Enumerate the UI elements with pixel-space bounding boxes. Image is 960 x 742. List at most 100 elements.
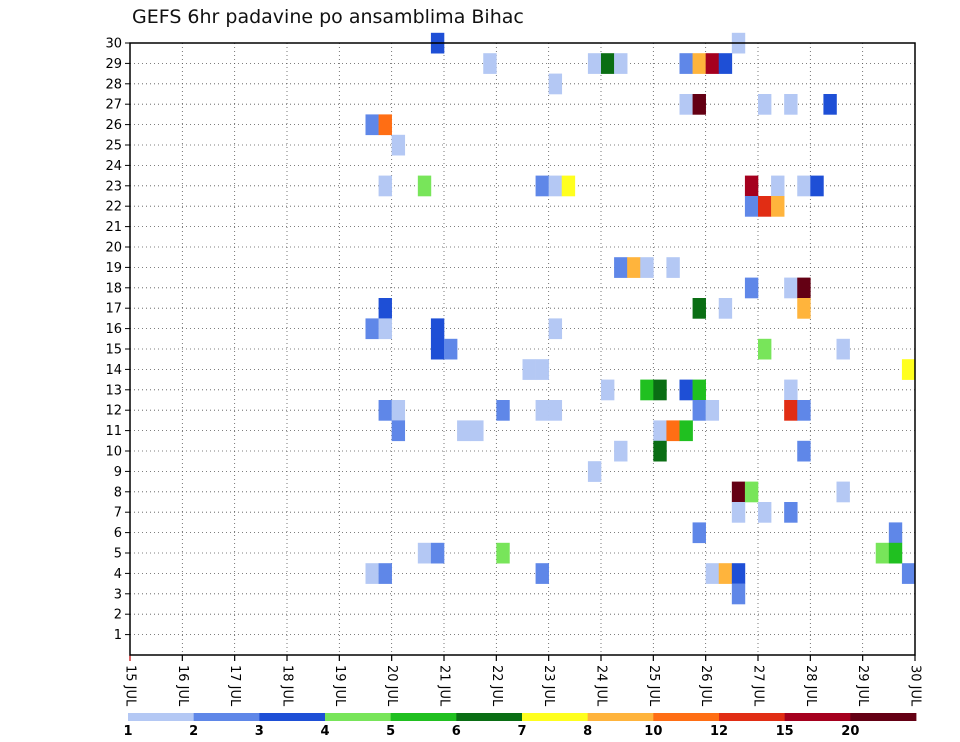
precip-cell bbox=[784, 94, 798, 115]
precip-cell bbox=[731, 563, 746, 584]
y-tick-label: 28 bbox=[105, 77, 122, 92]
precip-cell bbox=[797, 298, 811, 319]
legend: 1 2 3 4 5 6 7 8 10 12 15 20 bbox=[123, 713, 917, 739]
y-tick-label: 29 bbox=[105, 57, 122, 72]
precip-cell bbox=[679, 94, 693, 115]
precip-cell bbox=[836, 481, 850, 503]
precip-cell bbox=[378, 175, 392, 197]
legend-label: 7 bbox=[517, 724, 526, 739]
precip-cell bbox=[744, 196, 759, 217]
precip-cell bbox=[784, 379, 798, 401]
precip-cell bbox=[784, 400, 798, 421]
precip-cell bbox=[430, 338, 445, 360]
legend-label: 8 bbox=[583, 724, 592, 739]
legend-swatch bbox=[850, 713, 917, 721]
precip-cell bbox=[744, 481, 759, 503]
precip-cell bbox=[679, 420, 693, 442]
precip-cell bbox=[378, 400, 392, 421]
precip-cell bbox=[744, 175, 759, 197]
precip-cell bbox=[810, 175, 824, 197]
precip-cell bbox=[496, 400, 510, 421]
precip-cell bbox=[365, 318, 379, 340]
precip-cell bbox=[548, 400, 563, 421]
legend-label: 15 bbox=[776, 724, 794, 739]
precip-cell bbox=[901, 563, 916, 584]
grid-layer bbox=[130, 43, 915, 655]
legend-label: 10 bbox=[644, 724, 662, 739]
y-tick-label: 26 bbox=[105, 118, 122, 133]
precip-cell bbox=[535, 175, 549, 197]
legend-label: 6 bbox=[452, 724, 461, 739]
precip-cell bbox=[718, 298, 733, 319]
y-tick-label: 1 bbox=[114, 628, 122, 643]
precip-cell bbox=[679, 379, 693, 401]
precip-cell bbox=[614, 257, 628, 278]
precip-cell bbox=[771, 196, 785, 217]
precip-cell bbox=[718, 563, 733, 584]
precip-cell bbox=[692, 522, 706, 544]
x-tick-label: 26 JUL bbox=[698, 665, 713, 707]
precip-cell bbox=[705, 53, 720, 74]
precip-cell bbox=[744, 277, 759, 299]
precip-cell bbox=[391, 400, 406, 421]
x-tick-label: 23 JUL bbox=[541, 665, 556, 707]
y-tick-label: 3 bbox=[114, 587, 122, 602]
precip-cell bbox=[483, 53, 497, 74]
precip-cell bbox=[430, 318, 445, 340]
y-tick-label: 20 bbox=[105, 241, 122, 256]
precip-cell bbox=[771, 175, 785, 197]
precip-cell bbox=[601, 379, 615, 401]
precip-cell bbox=[692, 379, 706, 401]
precip-cell bbox=[548, 73, 563, 95]
y-tick-label: 8 bbox=[114, 485, 122, 500]
x-tick-label: 20 JUL bbox=[384, 665, 399, 707]
chart-title: GEFS 6hr padavine po ansamblima Bihac bbox=[132, 6, 524, 28]
y-tick-label: 15 bbox=[105, 343, 122, 358]
x-tick-label: 29 JUL bbox=[855, 665, 870, 707]
precip-cell bbox=[535, 359, 549, 380]
precip-cell bbox=[784, 502, 798, 523]
precip-cell bbox=[692, 298, 706, 319]
legend-swatch bbox=[522, 713, 589, 721]
precip-cell bbox=[797, 175, 811, 197]
legend-label: 12 bbox=[710, 724, 728, 739]
x-tick-label: 19 JUL bbox=[332, 665, 347, 707]
y-tick-label: 21 bbox=[105, 220, 122, 235]
precip-cell bbox=[692, 94, 706, 115]
precip-cell bbox=[653, 440, 667, 462]
precip-cell bbox=[692, 53, 706, 74]
precip-cell bbox=[587, 53, 602, 74]
y-axis: 1234567891011121314151617181920212223242… bbox=[105, 37, 130, 643]
precip-cell bbox=[758, 502, 772, 523]
y-tick-label: 25 bbox=[105, 139, 122, 154]
y-tick-label: 4 bbox=[114, 567, 122, 582]
precip-cell bbox=[836, 338, 850, 360]
precip-cell bbox=[417, 542, 432, 564]
y-tick-label: 30 bbox=[105, 37, 122, 52]
y-tick-label: 5 bbox=[114, 547, 122, 562]
precip-cell bbox=[535, 400, 549, 421]
precip-cell bbox=[365, 114, 379, 136]
precip-cell bbox=[522, 359, 536, 380]
x-tick-label: 16 JUL bbox=[175, 665, 190, 707]
x-tick-label: 30 JUL bbox=[908, 665, 923, 707]
precip-cell bbox=[705, 563, 720, 584]
y-tick-label: 17 bbox=[105, 302, 122, 317]
legend-swatch bbox=[193, 713, 260, 721]
plot-frame bbox=[129, 42, 916, 656]
x-tick-label: 28 JUL bbox=[803, 665, 818, 707]
y-tick-label: 24 bbox=[105, 159, 122, 174]
precip-cell bbox=[378, 318, 392, 340]
precip-cell bbox=[457, 420, 471, 442]
x-tick-label: 24 JUL bbox=[594, 665, 609, 707]
precip-cell bbox=[823, 94, 837, 115]
precip-cell bbox=[679, 53, 693, 74]
legend-swatch bbox=[719, 713, 786, 721]
y-tick-label: 10 bbox=[105, 445, 122, 460]
legend-swatch bbox=[259, 713, 326, 721]
y-tick-label: 11 bbox=[105, 424, 122, 439]
legend-swatch bbox=[456, 713, 523, 721]
y-tick-label: 14 bbox=[105, 363, 122, 378]
x-tick-label: 22 JUL bbox=[489, 665, 504, 707]
